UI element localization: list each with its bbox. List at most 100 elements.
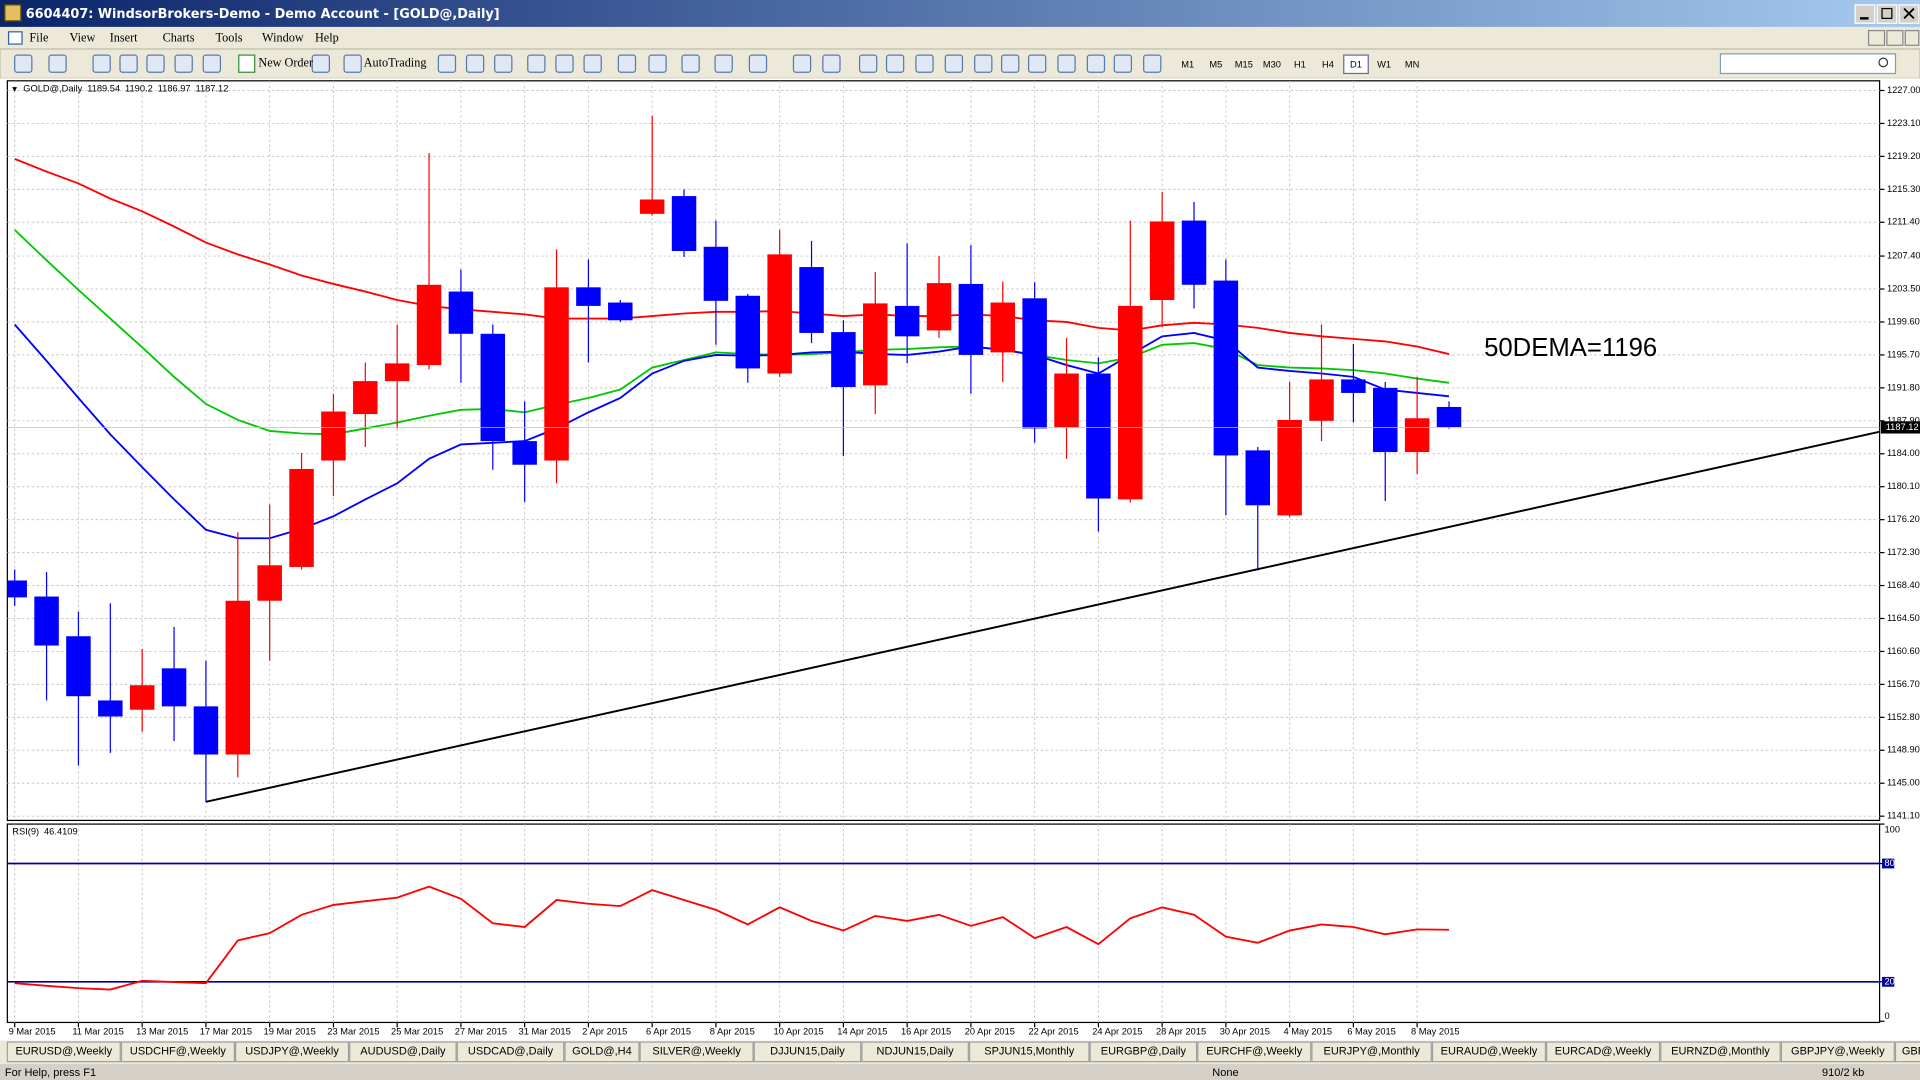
tab-label[interactable]: DJJUN15,Daily xyxy=(770,1046,845,1058)
tool-icon[interactable] xyxy=(1113,54,1133,73)
tool-icon[interactable] xyxy=(1057,54,1076,73)
tool-icon[interactable] xyxy=(617,54,637,73)
tab[interactable] xyxy=(1311,1041,1432,1063)
tool-icon[interactable] xyxy=(681,54,700,73)
toolbar-button[interactable]: New Order xyxy=(258,55,313,69)
tool-icon[interactable] xyxy=(822,54,841,73)
tool-icon[interactable] xyxy=(119,54,138,73)
tab-label[interactable]: EURGBP@,Daily xyxy=(1101,1046,1187,1058)
tool-icon[interactable] xyxy=(174,54,193,73)
tab-label[interactable]: SILVER@,Weekly xyxy=(652,1046,741,1058)
tool-icon[interactable] xyxy=(1027,54,1047,73)
tab[interactable] xyxy=(564,1041,640,1063)
tab[interactable] xyxy=(753,1041,862,1063)
tab[interactable] xyxy=(1894,1041,1920,1063)
mdi-close[interactable] xyxy=(1904,30,1920,46)
tool-icon[interactable] xyxy=(648,54,667,73)
timeframe-button[interactable]: D1 xyxy=(1350,59,1362,69)
toolbar-button[interactable]: AutoTrading xyxy=(364,55,427,69)
tab-label[interactable]: NDJUN15,Daily xyxy=(877,1046,955,1058)
menu-item[interactable]: Charts xyxy=(163,30,195,44)
mdi-restore[interactable] xyxy=(1886,30,1904,46)
tab-label[interactable]: EURCHF@,Weekly xyxy=(1206,1046,1303,1058)
tab-label[interactable]: EURCAD@,Weekly xyxy=(1555,1046,1652,1058)
tab[interactable] xyxy=(1431,1041,1547,1063)
tab-label[interactable]: GBPCHF@,H1 xyxy=(1902,1046,1920,1058)
tab-label[interactable]: AUDUSD@,Daily xyxy=(360,1046,446,1058)
tab[interactable] xyxy=(120,1041,235,1063)
tool-icon[interactable] xyxy=(146,54,165,73)
menu-item[interactable]: View xyxy=(70,30,96,44)
ohlc-open: 1189.54 xyxy=(87,84,120,94)
tool-icon[interactable] xyxy=(92,54,111,73)
tab[interactable] xyxy=(861,1041,969,1063)
tab[interactable] xyxy=(639,1041,754,1063)
maximize-button[interactable] xyxy=(1876,4,1898,24)
tool-icon[interactable] xyxy=(974,54,993,73)
minimize-button[interactable] xyxy=(1854,4,1876,24)
tool-icon[interactable] xyxy=(48,54,67,73)
tab[interactable] xyxy=(456,1041,565,1063)
tab[interactable] xyxy=(1660,1041,1781,1063)
menu-bar xyxy=(0,26,1920,49)
tab-label[interactable]: EURJPY@,Monthly xyxy=(1323,1046,1420,1058)
tool-icon[interactable] xyxy=(465,54,485,73)
tool-icon[interactable] xyxy=(1086,54,1106,73)
tool-icon[interactable] xyxy=(311,54,330,73)
tool-icon[interactable] xyxy=(202,54,222,73)
timeframe-button[interactable]: MN xyxy=(1405,59,1419,69)
tool-icon[interactable] xyxy=(858,54,878,73)
tab-label[interactable]: GBPJPY@,Weekly xyxy=(1791,1046,1885,1058)
tool-icon[interactable] xyxy=(944,54,964,73)
timeframe-button[interactable]: W1 xyxy=(1377,59,1391,69)
tool-icon[interactable] xyxy=(748,54,768,73)
timeframe-button[interactable]: M1 xyxy=(1181,59,1194,69)
tab-label[interactable]: EURNZD@,Monthly xyxy=(1671,1046,1770,1058)
tool-icon[interactable] xyxy=(1143,54,1162,73)
tab[interactable] xyxy=(1546,1041,1661,1063)
tab-label[interactable]: USDJPY@,Weekly xyxy=(245,1046,339,1058)
mdi-minimize[interactable] xyxy=(1867,30,1886,46)
tool-icon[interactable] xyxy=(792,54,812,73)
search-icon[interactable] xyxy=(1878,57,1889,68)
menu-item[interactable]: Window xyxy=(262,30,304,44)
tab-label[interactable]: GOLD@,H4 xyxy=(572,1046,632,1058)
timeframe-button[interactable]: H1 xyxy=(1294,59,1306,69)
tool-icon[interactable] xyxy=(437,54,457,73)
tab[interactable] xyxy=(968,1041,1090,1063)
tab[interactable] xyxy=(234,1041,350,1063)
tool-icon[interactable] xyxy=(714,54,733,73)
timeframe-button[interactable]: M30 xyxy=(1263,59,1281,69)
tool-icon[interactable] xyxy=(885,54,905,73)
symbol: GOLD@,Daily xyxy=(23,84,82,94)
tab-label[interactable]: EURUSD@,Weekly xyxy=(15,1046,112,1058)
timeframe-button[interactable]: M5 xyxy=(1209,59,1222,69)
tool-icon[interactable] xyxy=(238,54,256,73)
menu-item[interactable]: File xyxy=(29,30,48,44)
tab-label[interactable]: SPJUN15,Monthly xyxy=(984,1046,1074,1058)
tab-label[interactable]: USDCHF@,Weekly xyxy=(130,1046,227,1058)
rsi-plot xyxy=(7,824,1880,1023)
menu-item[interactable]: Tools xyxy=(216,30,243,44)
timeframe-button[interactable]: H4 xyxy=(1322,59,1334,69)
timeframe-button[interactable]: M15 xyxy=(1235,59,1253,69)
tool-icon[interactable] xyxy=(555,54,574,73)
tab[interactable] xyxy=(1780,1041,1895,1063)
tool-icon[interactable] xyxy=(14,54,33,73)
tool-icon[interactable] xyxy=(583,54,602,73)
tab[interactable] xyxy=(6,1041,121,1063)
menu-item[interactable]: Help xyxy=(315,30,339,44)
tool-icon[interactable] xyxy=(1001,54,1020,73)
tab-label[interactable]: USDCAD@,Daily xyxy=(468,1046,554,1058)
tool-icon[interactable] xyxy=(915,54,934,73)
tab[interactable] xyxy=(1089,1041,1198,1063)
tool-icon[interactable] xyxy=(527,54,546,73)
tab[interactable] xyxy=(349,1041,457,1063)
tool-icon[interactable] xyxy=(343,54,362,73)
y-tick-label: 1184.00 xyxy=(1887,448,1920,458)
tab[interactable] xyxy=(1197,1041,1312,1063)
menu-item[interactable]: Insert xyxy=(110,30,138,44)
tab-label[interactable]: EURAUD@,Weekly xyxy=(1441,1046,1538,1058)
search-box[interactable] xyxy=(1719,53,1897,75)
tool-icon[interactable] xyxy=(494,54,513,73)
